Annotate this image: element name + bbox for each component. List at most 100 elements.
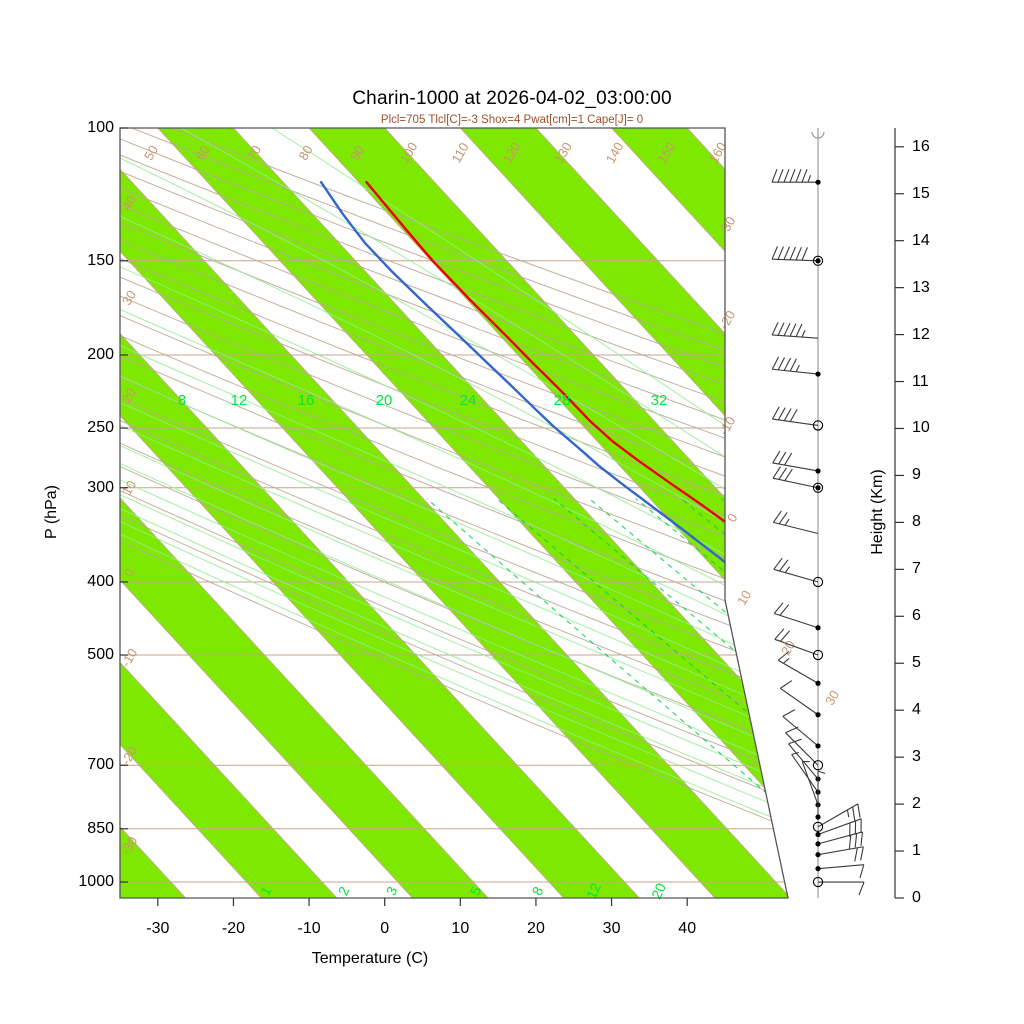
pressure-tick-label: 850 — [87, 819, 114, 837]
dry-adiabat — [120, 128, 788, 898]
height-tick-label: 12 — [912, 325, 930, 343]
height-tick-label: 4 — [912, 701, 921, 719]
moist-adiabat — [120, 128, 788, 883]
wind-barb — [773, 557, 824, 588]
wind-barb — [771, 356, 821, 377]
moist-adiabat — [120, 128, 788, 883]
wind-barb — [812, 803, 861, 833]
shading-band — [120, 128, 337, 898]
mixing-ratio-line — [818, 499, 1024, 899]
wind-barb — [771, 169, 821, 185]
height-tick-label: 13 — [912, 278, 930, 296]
shading-band — [157, 128, 788, 898]
height-tick-label: 16 — [912, 137, 930, 155]
dry-adiabat — [120, 128, 788, 898]
height-tick-label: 0 — [912, 889, 921, 906]
dry-adiabat — [120, 128, 788, 898]
wind-barb — [774, 628, 824, 661]
shading-band — [309, 128, 788, 898]
mixing-ratio-label: 20 — [648, 880, 669, 901]
isotherm-label-left: 30 — [119, 288, 139, 308]
isotherm — [120, 128, 413, 898]
isotherm-label-left: 20 — [119, 386, 139, 406]
dry-adiabat — [120, 128, 788, 898]
isotherm — [535, 128, 788, 898]
dry-adiabat-label: 70 — [244, 143, 264, 163]
isotherm — [157, 128, 788, 898]
plot-frame — [119, 127, 789, 899]
moist-adiabat-label: 28 — [554, 392, 571, 409]
wind-barb — [785, 726, 824, 771]
height-tick-label: 3 — [912, 748, 921, 766]
isotherm-label-left: 40 — [119, 193, 139, 213]
isotherm-label-left: 10 — [119, 478, 139, 498]
moist-adiabat — [120, 128, 788, 883]
height-tick-label: 6 — [912, 607, 921, 625]
moist-adiabat — [120, 128, 788, 883]
skewt-background — [0, 128, 1024, 899]
wind-barb — [771, 406, 824, 431]
dry-adiabat-label: 50 — [141, 143, 161, 163]
pressure-tick-labels: 100 150 200 250 300 400 500 700 850 1000 — [52, 0, 114, 1024]
height-tick-label: 8 — [912, 513, 921, 531]
temperature-tick-label: 30 — [602, 920, 621, 937]
dry-adiabat — [120, 128, 788, 898]
isotherm-label-right: 0 — [724, 511, 741, 525]
pressure-tick-label: 1000 — [78, 873, 114, 891]
dry-adiabat — [120, 128, 788, 898]
isotherm — [233, 128, 788, 898]
page-title: Charin-1000 at 2026-04-02_03:00:00 — [352, 88, 672, 109]
temperature-tick-label: -30 — [146, 920, 170, 937]
isotherm — [459, 128, 788, 898]
height-tick-label: 1 — [912, 842, 921, 860]
moist-adiabat-label: 24 — [460, 392, 477, 409]
moist-adiabat — [120, 128, 788, 883]
isotherm — [120, 128, 338, 898]
dry-adiabat-label: 60 — [192, 143, 212, 163]
mixing-ratio-line — [588, 498, 788, 898]
wind-barb — [771, 246, 824, 266]
mixing-ratio-label: 3 — [383, 884, 401, 898]
shading-band — [120, 128, 788, 898]
shading-band — [460, 128, 788, 898]
x-axis-label: Temperature (C) — [311, 950, 429, 967]
dry-adiabat-label: 90 — [347, 143, 367, 163]
temperature-tick-label: 10 — [451, 920, 470, 937]
mixing-ratio-line — [426, 498, 788, 898]
isotherm — [120, 128, 565, 898]
shading-band — [762, 128, 788, 898]
wind-axis-cap — [811, 131, 825, 139]
wind-barb — [780, 680, 821, 718]
wind-barb — [773, 602, 821, 631]
wind-barb — [812, 876, 865, 896]
pressure-tick-label: 200 — [87, 345, 114, 363]
pressure-tick-label: 700 — [87, 756, 114, 774]
temperature-tick-label: 0 — [380, 920, 390, 937]
height-tick-label: 2 — [912, 795, 921, 813]
moist-adiabat-label: 12 — [231, 392, 248, 409]
isotherm-label-right: 30 — [822, 688, 842, 708]
temperature-tick-label: -10 — [297, 920, 321, 937]
moist-adiabat — [120, 128, 788, 883]
wind-barb — [815, 864, 865, 879]
dry-adiabat — [120, 128, 788, 898]
isotherm-label-right: 10 — [734, 588, 754, 608]
isotherm — [838, 128, 1024, 898]
height-tick-label: 15 — [912, 184, 930, 202]
moist-adiabat — [120, 128, 788, 883]
isotherm — [0, 128, 110, 898]
height-tick-label: 11 — [912, 372, 929, 390]
wind-barb — [815, 846, 864, 862]
moist-adiabat-label: 32 — [651, 392, 668, 409]
dry-adiabat — [120, 128, 788, 898]
pressure-tick-label: 150 — [87, 251, 114, 269]
wind-barb — [772, 466, 824, 493]
temperature-tick-label: 40 — [678, 920, 697, 937]
shading-band — [120, 128, 489, 898]
wind-barb — [801, 761, 821, 808]
temperature-tick-label: 20 — [527, 920, 545, 937]
profile-dewpoint — [319, 181, 788, 836]
mixing-ratio-line — [553, 498, 788, 898]
height-tick-label: 7 — [912, 560, 921, 578]
